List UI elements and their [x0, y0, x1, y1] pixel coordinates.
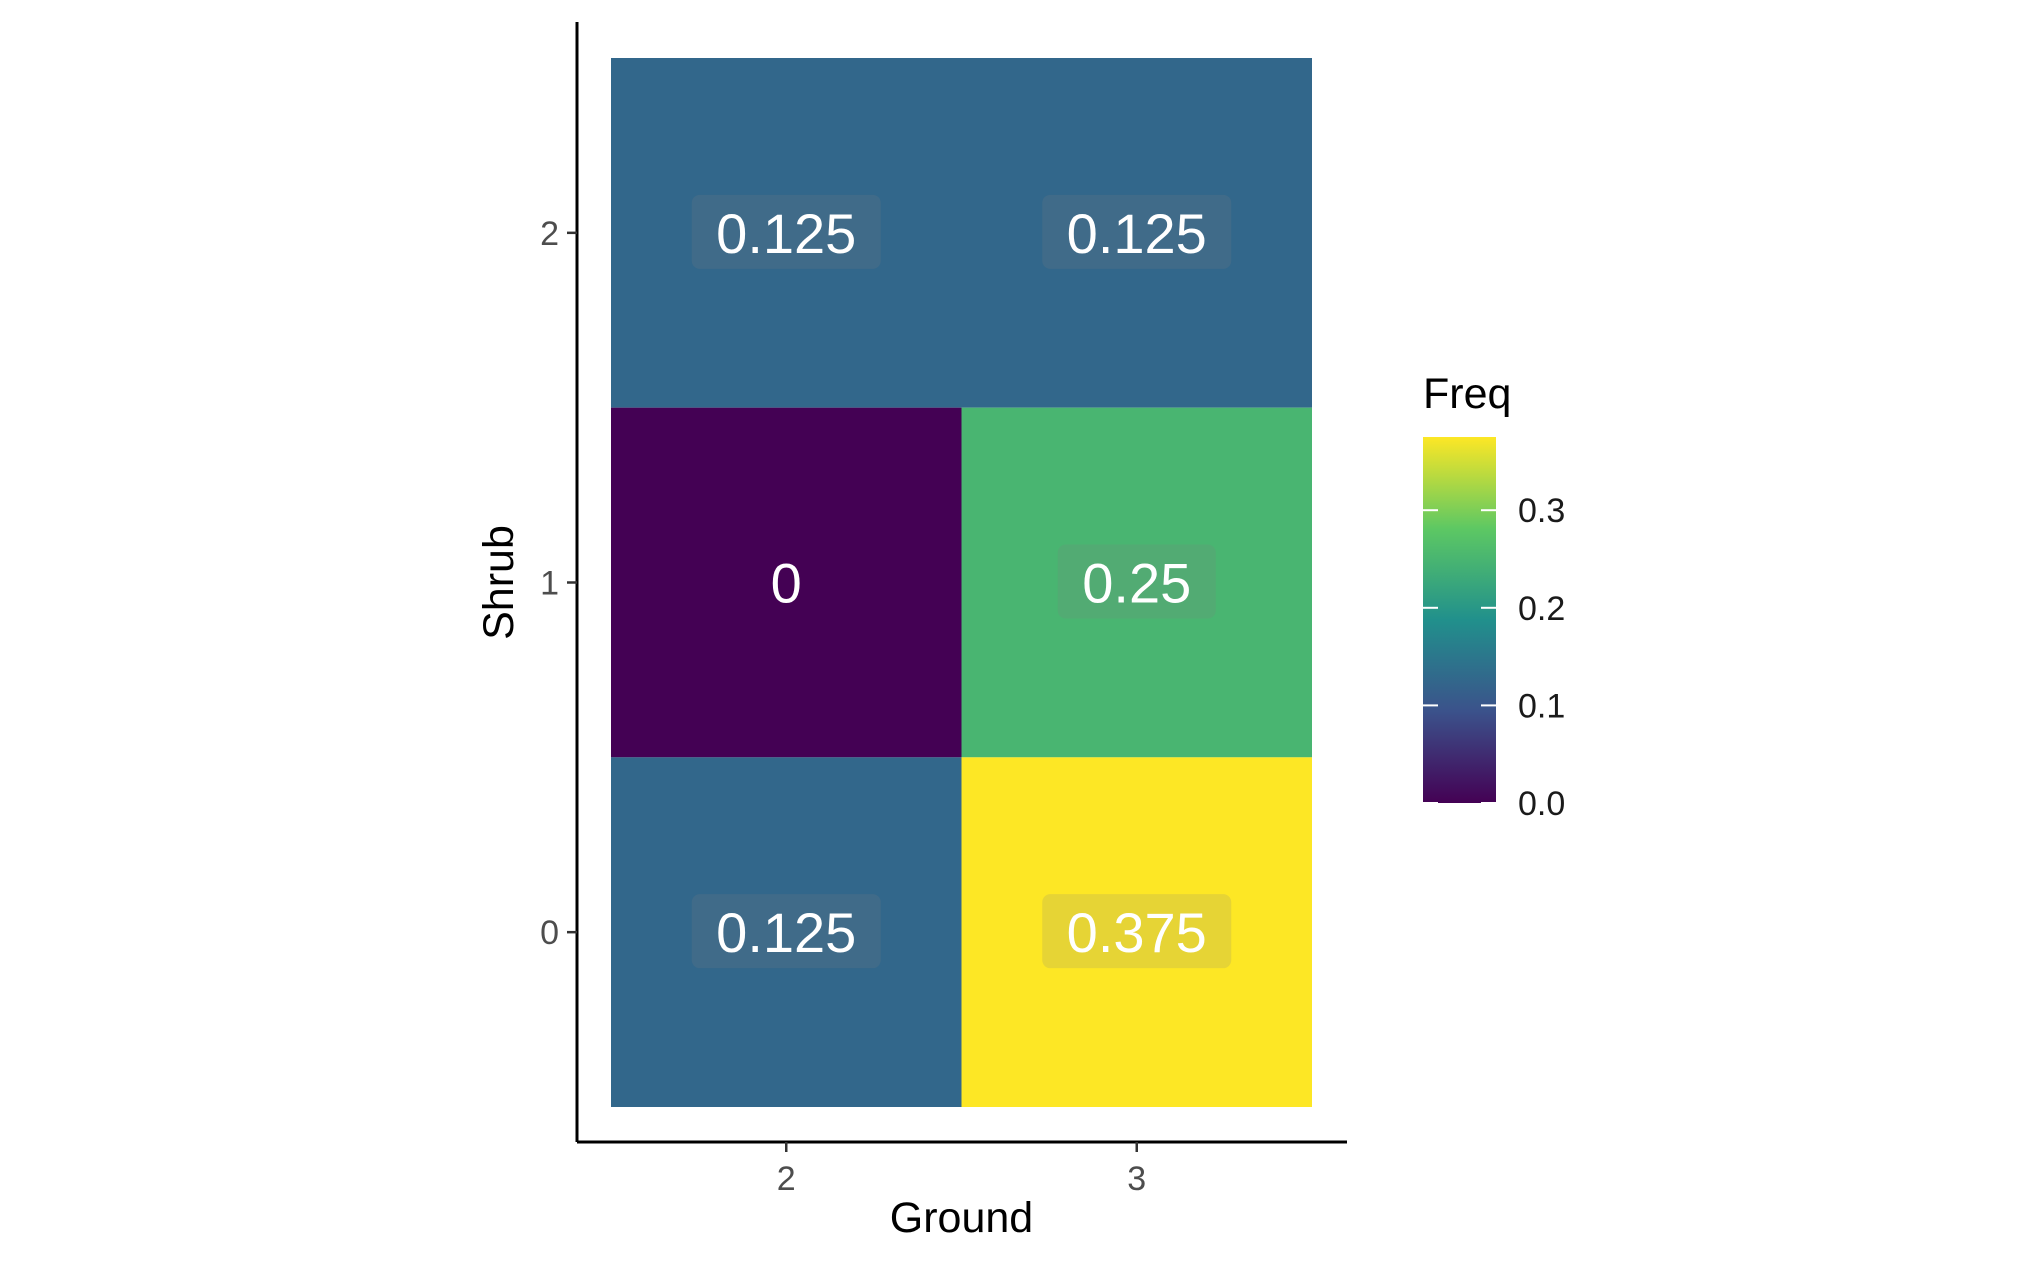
cell-value-label: 0	[771, 552, 802, 615]
legend-tick-label: 0.0	[1518, 785, 1565, 823]
heatmap-cells: 0.125 0.125 0 0.25 0.125 0.375	[611, 58, 1312, 1107]
y-tick-label: 1	[540, 565, 559, 603]
heatmap-cell: 0.25	[961, 407, 1312, 758]
cell-label-background	[1042, 194, 1232, 269]
heatmap-cell-rect	[611, 407, 962, 758]
y-tick-label: 2	[540, 215, 559, 253]
heatmap-cell-rect	[611, 757, 962, 1107]
heatmap-cell: 0.125	[611, 757, 962, 1107]
legend-tick-label: 0.2	[1518, 590, 1565, 628]
legend-tick-label: 0.3	[1518, 492, 1565, 530]
x-tick-label: 2	[777, 1160, 796, 1198]
axes: 0 1 2 2 3 Ground Shrub	[475, 22, 1347, 1242]
cell-label-background	[1057, 544, 1216, 619]
heatmap-cell: 0.125	[611, 58, 962, 408]
cell-value-label: 0.375	[1067, 901, 1207, 964]
legend-tick-label: 0.1	[1518, 687, 1565, 725]
heatmap-cell: 0.375	[961, 757, 1312, 1107]
y-axis-title: Shrub	[475, 525, 523, 640]
cell-value-label: 0.125	[1067, 202, 1207, 265]
x-tick-label: 3	[1127, 1160, 1146, 1198]
legend-colorbar	[1423, 437, 1496, 803]
cell-label-background	[691, 194, 881, 269]
heatmap-cell-rect	[961, 407, 1312, 758]
cell-value-label: 0.125	[716, 901, 856, 964]
heatmap-cell: 0	[611, 407, 962, 758]
cell-value-label: 0.25	[1082, 552, 1191, 615]
heatmap-cell: 0.125	[961, 58, 1312, 408]
heatmap-cell-rect	[961, 757, 1312, 1107]
heatmap-cell-rect	[961, 58, 1312, 408]
cell-label-background	[1042, 894, 1232, 969]
y-tick-label: 0	[540, 914, 559, 952]
cell-label-background	[691, 894, 881, 969]
cell-value-label: 0.125	[716, 202, 856, 265]
x-axis-title: Ground	[890, 1194, 1033, 1242]
heatmap-cell-rect	[611, 58, 962, 408]
color-legend: Freq 0.0 0.1 0.2 0.3	[1423, 370, 1565, 823]
legend-title: Freq	[1423, 370, 1511, 418]
